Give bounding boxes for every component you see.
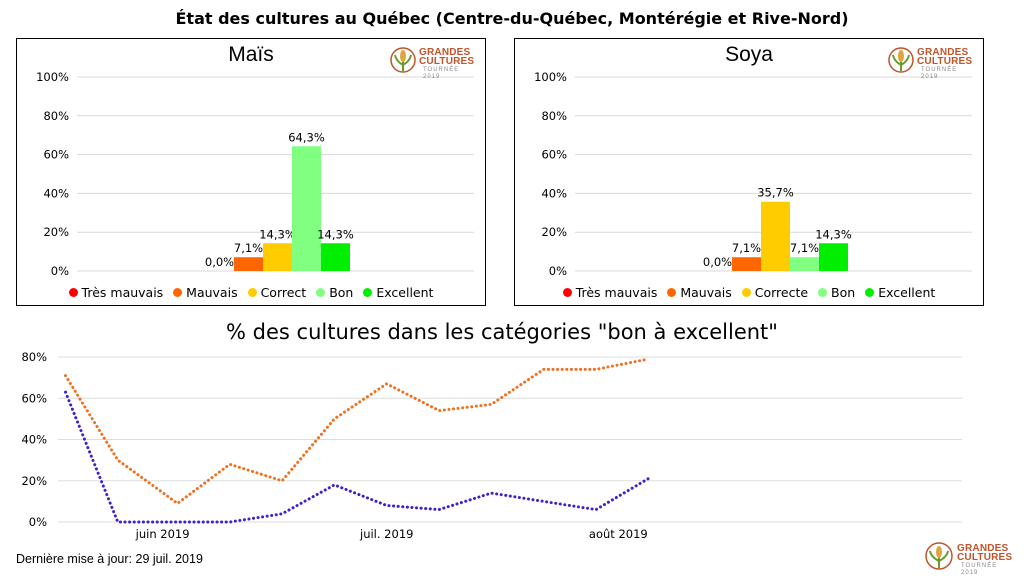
legend-label: Mauvais [680, 285, 732, 300]
y-tick-label: 80% [541, 109, 567, 123]
grandes-cultures-logo: GRANDES CULTURES TOURNÉE 2019 [389, 45, 475, 80]
y-tick-label: 20% [43, 225, 69, 239]
legend-item: Très mauvais [68, 285, 164, 300]
grandes-cultures-logo: GRANDES CULTURES TOURNÉE 2019 [924, 540, 1014, 576]
logo-line1: GRANDES [957, 543, 1009, 554]
corn-plant-icon [925, 542, 953, 570]
y-tick-label: 40% [43, 186, 69, 200]
bar [761, 201, 790, 271]
y-tick-label: 60% [541, 148, 567, 162]
logo-line3: TOURNÉE 2019 [921, 67, 958, 80]
bar [292, 146, 321, 271]
legend-dot [173, 288, 183, 297]
mais-bar-chart: 100%80%60%40%20%0%0,0%7,1%14,3%64,3%14,3… [36, 70, 474, 278]
y-tick-label: 80% [43, 109, 69, 123]
x-tick-label: juil. 2019 [359, 527, 413, 541]
legend-label: Bon [831, 285, 856, 300]
soya-bar-chart: 100%80%60%40%20%0%0,0%7,1%35,7%7,1%14,3% [534, 70, 972, 278]
legend-dot [562, 288, 572, 297]
logo-line1: GRANDES [419, 47, 471, 58]
legend-item: Excellent [363, 285, 433, 300]
series-line-blue [64, 390, 650, 524]
y-tick-label: 0% [51, 264, 69, 278]
mais-chart-title: Maïs [228, 43, 274, 66]
legend-item: Correct [247, 285, 307, 300]
bar [819, 243, 848, 271]
data-label: 14,3% [317, 227, 354, 241]
legend-dot [316, 288, 326, 297]
data-label: 7,1% [234, 241, 263, 255]
main-title: État des cultures au Québec (Centre-du-Q… [175, 9, 849, 28]
series-line-orange [64, 357, 650, 505]
legend-label: Très mauvais [81, 285, 164, 300]
y-tick-label: 40% [21, 433, 47, 447]
y-tick-label: 0% [29, 515, 47, 529]
bar [263, 243, 292, 271]
soya-chart-panel: 100% 80% 60% 40% 20% 0% 0,0% 7,1% 35,7% 7,1% 14,3%… [514, 38, 984, 306]
legend-label: Excellent [376, 285, 434, 300]
legend-dot [363, 288, 373, 297]
legend-item: Bon [316, 285, 353, 300]
bar [321, 243, 350, 271]
legend-dot [247, 288, 257, 297]
data-label: 14,3% [815, 227, 852, 241]
mais-chart-panel: 100% 80% 60% 40% 20% 0% 0,0% 7,1% 14,3% 64,3% 14,3… [16, 38, 486, 306]
legend-dot [741, 288, 751, 297]
y-tick-label: 100% [534, 70, 567, 84]
legend-item: Mauvais [667, 285, 732, 300]
last-update-note: Dernière mise à jour: 29 juil. 2019 [16, 552, 203, 566]
y-tick-label: 40% [541, 186, 567, 200]
legend-label: Excellent [878, 285, 936, 300]
y-tick-label: 80% [21, 350, 47, 364]
logo-line2: CULTURES [957, 552, 1013, 563]
soya-chart-title: Soya [725, 43, 773, 66]
x-tick-label: août 2019 [589, 527, 648, 541]
y-tick-label: 0% [549, 264, 567, 278]
corn-plant-icon [888, 47, 914, 73]
data-label: 14,3% [259, 227, 296, 241]
data-label: 35,7% [757, 186, 794, 200]
y-tick-label: 60% [21, 391, 47, 405]
legend-item: Bon [818, 285, 855, 300]
y-tick-label: 20% [21, 474, 47, 488]
logo-line3: TOURNÉE 2019 [423, 67, 460, 80]
line-chart-title: % des cultures dans les catégories "bon … [226, 320, 778, 344]
grandes-cultures-logo: GRANDES CULTURES TOURNÉE 2019 [887, 45, 973, 80]
legend-dot [865, 288, 875, 297]
data-label: 0,0% [703, 255, 732, 269]
legend-label: Très mauvais [575, 285, 658, 300]
y-tick-label: 60% [43, 148, 69, 162]
legend-dot [667, 288, 677, 297]
data-label: 0,0% [205, 255, 234, 269]
legend-label: Correct [260, 285, 307, 300]
legend-item: Correcte [741, 285, 809, 300]
y-tick-label: 20% [541, 225, 567, 239]
logo-line2: CULTURES [917, 56, 973, 67]
legend-label: Mauvais [186, 285, 238, 300]
x-tick-label: juin 2019 [135, 527, 190, 541]
legend-label: Correcte [754, 285, 809, 300]
legend-dot [818, 288, 828, 297]
mais-legend: Très mauvais Mauvais Correct Bon Excelle… [17, 285, 485, 300]
legend-item: Très mauvais [562, 285, 658, 300]
data-label: 64,3% [288, 130, 325, 144]
y-tick-label: 100% [36, 70, 69, 84]
logo-line1: GRANDES [917, 47, 969, 58]
data-label: 7,1% [790, 241, 819, 255]
line-chart: 80% 60% 40% 20% 0% juin 2019 juil. 2019 août 20… [21, 350, 962, 541]
bar [732, 257, 761, 271]
logo-line3: TOURNÉE 2019 [961, 563, 998, 576]
bar [234, 257, 263, 271]
legend-label: Bon [329, 285, 354, 300]
legend-item: Excellent [865, 285, 935, 300]
bar [790, 257, 819, 271]
legend-item: Mauvais [173, 285, 238, 300]
corn-plant-icon [390, 47, 416, 73]
legend-dot [68, 288, 78, 297]
logo-line2: CULTURES [419, 56, 475, 67]
data-label: 7,1% [732, 241, 761, 255]
soya-legend: Très mauvais Mauvais Correcte Bon Excell… [515, 285, 983, 300]
